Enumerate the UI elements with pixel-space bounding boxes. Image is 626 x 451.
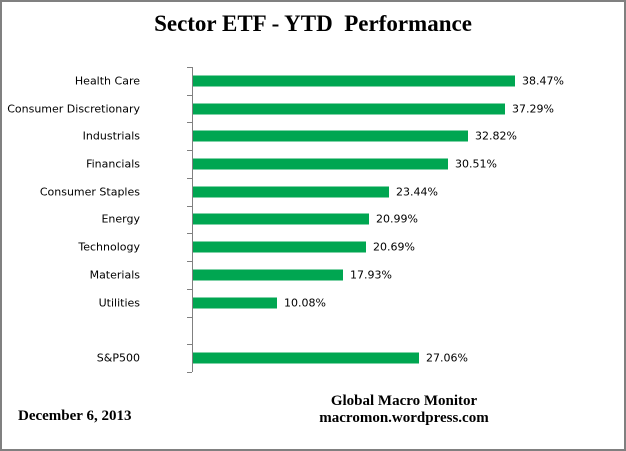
category-label: Consumer Discretionary: [7, 102, 140, 116]
value-label: 30.51%: [455, 157, 497, 171]
bar-row: Energy 20.99%: [2, 206, 624, 234]
bar: [193, 241, 366, 253]
bar: [193, 186, 389, 198]
bar: [193, 103, 505, 115]
category-label: Financials: [86, 157, 140, 171]
category-label: Technology: [78, 240, 140, 254]
axis-tick: [187, 317, 192, 318]
axis-tick: [187, 289, 192, 290]
bar-row: Industrials 32.82%: [2, 122, 624, 150]
value-label: 17.93%: [350, 268, 392, 282]
category-label: Materials: [89, 268, 140, 282]
axis-tick: [187, 206, 192, 207]
value-label: 20.99%: [376, 212, 418, 226]
axis-tick: [187, 261, 192, 262]
bar-row: S&P500 27.06%: [2, 344, 624, 372]
value-label: 20.69%: [373, 240, 415, 254]
credit-block: Global Macro Monitor macromon.wordpress.…: [318, 393, 490, 427]
axis-tick: [187, 233, 192, 234]
date-label: December 6, 2013: [18, 408, 132, 424]
axis-tick: [187, 150, 192, 151]
axis-tick: [187, 178, 192, 179]
value-label: 38.47%: [522, 74, 564, 88]
axis-tick: [187, 67, 192, 68]
bar: [193, 75, 515, 87]
category-label: Consumer Staples: [39, 185, 140, 199]
value-label: 10.08%: [284, 296, 326, 310]
bar-row: Materials 17.93%: [2, 261, 624, 289]
axis-tick: [187, 372, 192, 373]
axis-tick: [187, 95, 192, 96]
axis-tick: [187, 344, 192, 345]
value-label: 32.82%: [475, 129, 517, 143]
category-label: Industrials: [82, 129, 140, 143]
category-label: Energy: [101, 212, 140, 226]
chart-title: Sector ETF - YTD Performance: [154, 11, 472, 36]
bar-row: Health Care 38.47%: [2, 67, 624, 95]
bar: [193, 213, 369, 225]
credit-source-label: Global Macro Monitor: [330, 393, 478, 409]
bar-row: Financials 30.51%: [2, 150, 624, 178]
bar: [193, 297, 277, 309]
value-label: 37.29%: [512, 102, 554, 116]
bar: [193, 130, 468, 142]
axis-tick: [187, 122, 192, 123]
bar-row: Utilities 10.08%: [2, 289, 624, 317]
bar: [193, 269, 343, 281]
bar-row: Consumer Staples 23.44%: [2, 178, 624, 206]
category-label: S&P500: [96, 351, 140, 365]
category-label: Health Care: [74, 74, 140, 88]
y-axis-line: [192, 67, 193, 372]
value-label: 27.06%: [426, 351, 468, 365]
bar: [193, 352, 419, 364]
value-label: 23.44%: [396, 185, 438, 199]
bar: [193, 158, 448, 170]
bar-row: Consumer Discretionary 37.29%: [2, 95, 624, 123]
bar-row: Technology 20.69%: [2, 233, 624, 261]
credit-url-label: macromon.wordpress.com: [319, 410, 489, 426]
category-label: Utilities: [98, 296, 140, 310]
